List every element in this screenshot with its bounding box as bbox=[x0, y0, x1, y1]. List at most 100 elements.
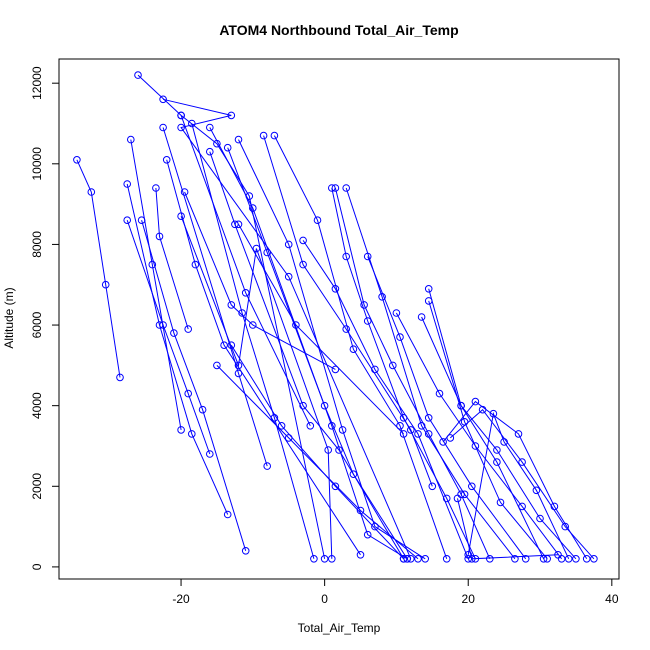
data-point bbox=[238, 309, 246, 317]
series-line bbox=[395, 312, 562, 560]
data-point bbox=[439, 438, 447, 446]
y-tick-label: 8000 bbox=[30, 231, 44, 258]
series-23 bbox=[270, 131, 451, 563]
data-point bbox=[299, 401, 307, 410]
data-point bbox=[331, 365, 340, 374]
data-point bbox=[241, 547, 250, 555]
data-point bbox=[342, 184, 351, 192]
series-20 bbox=[227, 341, 408, 563]
data-point bbox=[177, 212, 185, 220]
data-point bbox=[137, 216, 146, 224]
series-line bbox=[126, 220, 211, 455]
data-point bbox=[500, 438, 508, 446]
series-line bbox=[180, 115, 311, 427]
series-line bbox=[137, 74, 326, 559]
data-point bbox=[521, 555, 530, 563]
series-30 bbox=[424, 297, 552, 563]
data-point bbox=[206, 123, 214, 132]
series-line bbox=[238, 139, 426, 560]
data-point bbox=[371, 365, 379, 374]
y-tick-label: 10000 bbox=[30, 147, 44, 181]
data-point bbox=[249, 321, 257, 329]
series-line bbox=[162, 127, 268, 467]
plot-frame bbox=[58, 58, 620, 580]
y-tick-label: 0 bbox=[30, 563, 44, 570]
series-1 bbox=[73, 156, 124, 382]
data-point bbox=[457, 401, 465, 410]
data-point bbox=[356, 551, 365, 559]
data-point bbox=[87, 188, 96, 196]
data-point bbox=[471, 397, 480, 406]
data-point bbox=[468, 555, 476, 563]
data-point bbox=[177, 111, 185, 120]
data-point bbox=[532, 486, 541, 495]
data-point bbox=[564, 555, 573, 563]
series-line bbox=[230, 344, 404, 560]
data-point bbox=[177, 123, 185, 132]
data-point bbox=[478, 405, 487, 414]
data-point bbox=[493, 446, 501, 454]
data-point bbox=[73, 156, 81, 164]
data-point bbox=[590, 555, 598, 563]
series-line bbox=[130, 139, 182, 430]
data-point bbox=[191, 260, 200, 269]
data-point bbox=[320, 555, 329, 563]
data-point bbox=[127, 135, 135, 144]
data-point bbox=[414, 555, 422, 563]
data-point bbox=[356, 506, 365, 515]
data-point bbox=[554, 551, 562, 559]
series-12 bbox=[180, 188, 340, 374]
data-point bbox=[292, 321, 300, 329]
series-line bbox=[162, 98, 412, 559]
data-point bbox=[206, 147, 214, 156]
series-line bbox=[449, 408, 595, 560]
data-point bbox=[424, 297, 433, 305]
data-point bbox=[159, 95, 167, 104]
data-point bbox=[277, 422, 286, 430]
series-27 bbox=[342, 184, 519, 563]
data-point bbox=[453, 494, 462, 503]
data-point bbox=[252, 244, 261, 253]
data-point bbox=[342, 325, 351, 333]
data-point bbox=[493, 458, 501, 466]
data-point bbox=[123, 216, 131, 224]
data-point bbox=[360, 301, 368, 309]
data-point bbox=[424, 285, 433, 293]
y-axis: 0 2000 4000 6000 8000 10000 12000 bbox=[30, 66, 60, 570]
data-point bbox=[306, 422, 315, 430]
series-36 bbox=[453, 494, 562, 563]
data-point bbox=[428, 482, 437, 491]
data-point bbox=[234, 361, 243, 370]
series-4 bbox=[123, 216, 214, 458]
series-line bbox=[216, 365, 419, 560]
series-24 bbox=[299, 236, 473, 563]
data-point bbox=[399, 555, 408, 563]
data-point bbox=[155, 232, 164, 241]
data-point bbox=[184, 389, 192, 398]
data-point bbox=[234, 220, 243, 229]
data-point bbox=[259, 131, 268, 140]
data-point bbox=[421, 555, 430, 563]
y-tick-label: 4000 bbox=[30, 392, 44, 419]
series-line bbox=[166, 159, 361, 556]
x-tick-label: 40 bbox=[605, 592, 619, 606]
series-line bbox=[428, 300, 548, 560]
series-34 bbox=[446, 405, 598, 563]
data-point bbox=[177, 426, 185, 434]
data-point bbox=[371, 522, 379, 531]
series-35 bbox=[464, 409, 573, 563]
data-point bbox=[424, 414, 433, 422]
series-19 bbox=[234, 220, 408, 438]
data-point bbox=[270, 131, 279, 140]
x-tick-label: 0 bbox=[321, 592, 328, 606]
series-line bbox=[334, 187, 491, 560]
x-axis: -20 0 20 40 bbox=[172, 578, 619, 606]
data-point bbox=[263, 248, 272, 257]
data-point bbox=[180, 188, 189, 196]
series-line bbox=[345, 187, 516, 560]
y-tick-label: 6000 bbox=[30, 311, 44, 338]
data-point bbox=[572, 555, 580, 563]
series-line bbox=[209, 127, 408, 560]
data-point bbox=[223, 143, 232, 152]
data-point bbox=[331, 482, 340, 491]
